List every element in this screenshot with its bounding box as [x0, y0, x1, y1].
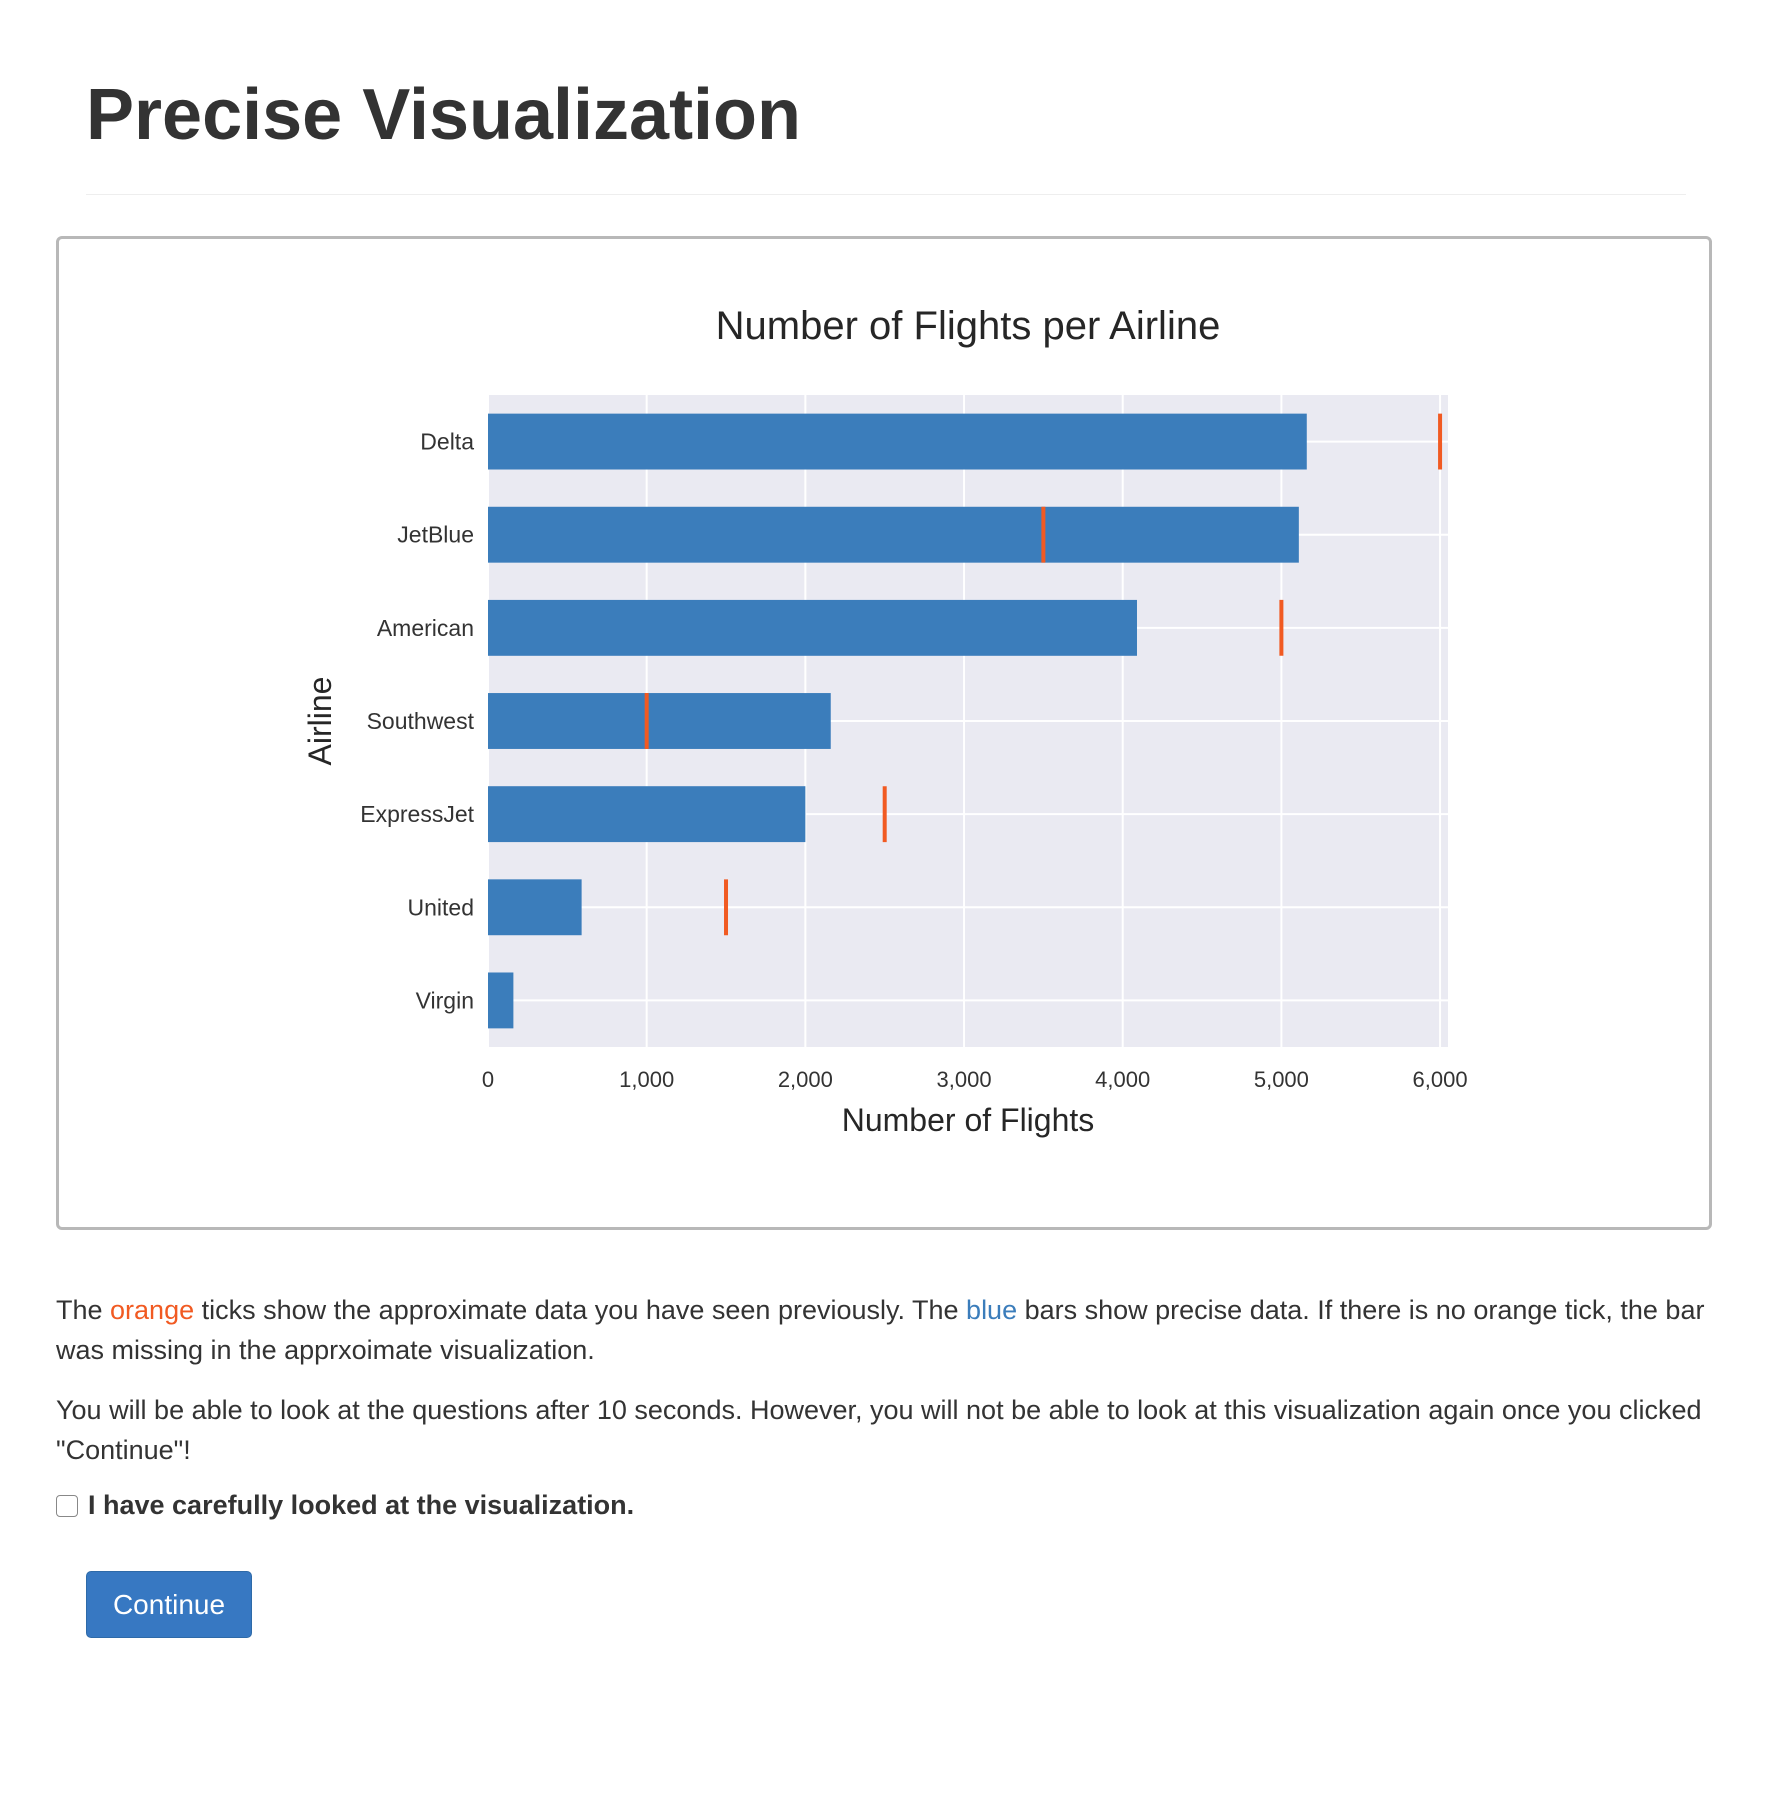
timing-instructions: You will be able to look at the question…: [56, 1395, 1702, 1465]
explanation-text-end: bars show precise data. If there is no o…: [56, 1295, 1705, 1365]
x-tick-label: 1,000: [619, 1067, 674, 1092]
x-tick-label: 0: [482, 1067, 494, 1092]
visualization-panel: Delta JetBlue American Southwest ExpressJet U…: [56, 236, 1712, 1230]
x-tick-label: 3,000: [937, 1067, 992, 1092]
title-divider: [86, 194, 1686, 195]
flights-bar-chart: Delta JetBlue American Southwest ExpressJet U…: [302, 304, 1468, 1138]
chart-title: Number of Flights per Airline: [716, 304, 1221, 348]
x-tick-label: 6,000: [1413, 1067, 1468, 1092]
bar-united: [488, 879, 582, 936]
bar-virgin: [488, 972, 514, 1029]
x-tick-label: 4,000: [1095, 1067, 1150, 1092]
bar-delta: [488, 413, 1307, 470]
y-tick-label: ExpressJet: [360, 801, 474, 827]
confirm-checkbox[interactable]: [56, 1494, 78, 1517]
y-tick-label: Southwest: [367, 708, 475, 734]
y-tick-label: Delta: [420, 429, 474, 455]
confirm-label[interactable]: I have carefully looked at the visualiza…: [88, 1490, 635, 1520]
orange-keyword: orange: [110, 1295, 195, 1325]
explanation-text-middle: ticks show the approximate data you have…: [194, 1295, 967, 1325]
bar-american: [488, 599, 1137, 656]
confirm-row[interactable]: I have carefully looked at the visualiza…: [56, 1490, 634, 1521]
bar-jetblue: [488, 506, 1299, 563]
legend-explanation: The orange ticks show the approximate da…: [56, 1290, 1716, 1370]
continue-button[interactable]: Continue: [86, 1571, 252, 1638]
x-tick-label: 5,000: [1254, 1067, 1309, 1092]
y-tick-label: JetBlue: [397, 522, 474, 548]
y-tick-label: American: [377, 615, 474, 641]
page-title: Precise Visualization: [86, 75, 802, 155]
y-tick-label: Virgin: [416, 987, 474, 1013]
bar-expressjet: [488, 786, 806, 843]
y-tick-label: United: [408, 894, 474, 920]
y-axis-label: Airline: [302, 677, 338, 766]
bar-southwest: [488, 693, 831, 749]
x-tick-label: 2,000: [778, 1067, 833, 1092]
x-axis-label: Number of Flights: [842, 1102, 1095, 1138]
explanation-text-start: The: [56, 1295, 111, 1325]
blue-keyword: blue: [966, 1295, 1018, 1325]
